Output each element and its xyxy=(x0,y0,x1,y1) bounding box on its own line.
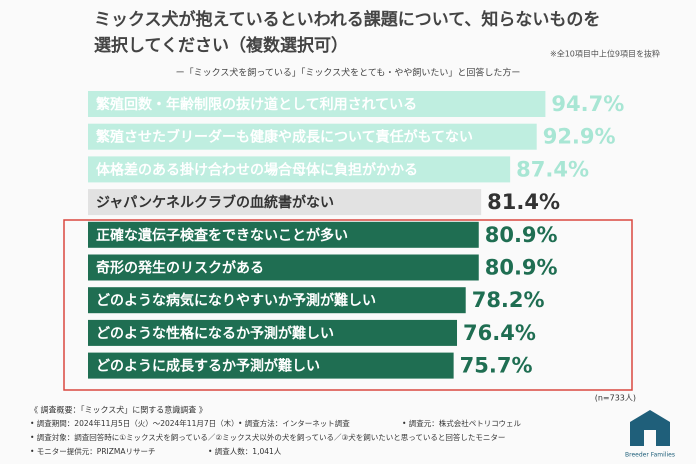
footer-text: • 調査元：株式会社ペトリコウェル xyxy=(402,418,522,428)
bar xyxy=(88,221,479,248)
sample-size: (n=733人) xyxy=(595,394,636,403)
value-label: 92.9% xyxy=(543,125,616,149)
title-line: ミックス犬が抱えているといわれる課題について、知らないものを xyxy=(94,9,600,30)
category-label: 正確な遺伝子検査をできないことが多い xyxy=(96,227,348,244)
footer-text: • 調査期間：2024年11月5日（火）〜2024年11月7日（木） xyxy=(30,418,239,428)
category-label: どのような性格になるか予測が難しい xyxy=(96,325,334,342)
value-label: 81.4% xyxy=(487,190,560,214)
category-label: ジャパンケネルクラブの血統書がない xyxy=(96,194,334,211)
value-label: 80.9% xyxy=(485,223,558,247)
category-label: 奇形の発生のリスクがある xyxy=(96,260,264,277)
value-label: 75.7% xyxy=(460,354,533,378)
category-label: 繁殖回数・年齢制限の抜け道として利用されている xyxy=(95,96,417,113)
value-label: 80.9% xyxy=(485,256,558,280)
value-label: 94.7% xyxy=(551,92,624,116)
bar xyxy=(88,91,546,117)
bar xyxy=(88,123,537,150)
category-label: 繁殖させたブリーダーも健康や成長について責任がもてない xyxy=(95,129,473,146)
logo-icon xyxy=(630,410,670,446)
category-label: どのように成長するか予測が難しい xyxy=(96,358,320,375)
footer-text: • 調査方法：インターネット調査 xyxy=(238,418,350,428)
value-label: 87.4% xyxy=(516,157,589,181)
logo-text: Breeder Families xyxy=(625,452,675,459)
bar xyxy=(88,319,458,346)
bar xyxy=(88,254,479,281)
bar xyxy=(88,189,482,216)
footer-text: • 調査人数：1,041人 xyxy=(208,446,282,456)
highlight-box xyxy=(63,219,633,391)
category-label: 体格差のある掛け合わせの場合母体に負担がかかる xyxy=(96,161,418,178)
footer-text: • 調査対象：調査回答時に①ミックス犬を飼っている／②ミックス犬以外の犬を飼って… xyxy=(30,432,505,442)
footer-text: • モニター提供元：PRIZMAリサーチ xyxy=(30,446,156,456)
title-line: 選択してください（複数選択可） xyxy=(94,35,348,56)
note: ※全10項目中上位9項目を抜粋 xyxy=(550,49,660,59)
bar xyxy=(88,156,511,183)
value-label: 76.4% xyxy=(463,321,536,345)
bar xyxy=(88,352,454,379)
category-label: どのような病気になりやすいか予測が難しい xyxy=(96,292,376,309)
value-label: 78.2% xyxy=(472,288,545,312)
bar xyxy=(88,287,466,314)
footer-text: 《 調査概要：「ミックス犬」に関する意識調査 》 xyxy=(30,405,207,415)
subtitle: ー「ミックス犬を飼っている」「ミックス犬をとても・やや飼いたい」と回答した方ー xyxy=(176,67,521,79)
